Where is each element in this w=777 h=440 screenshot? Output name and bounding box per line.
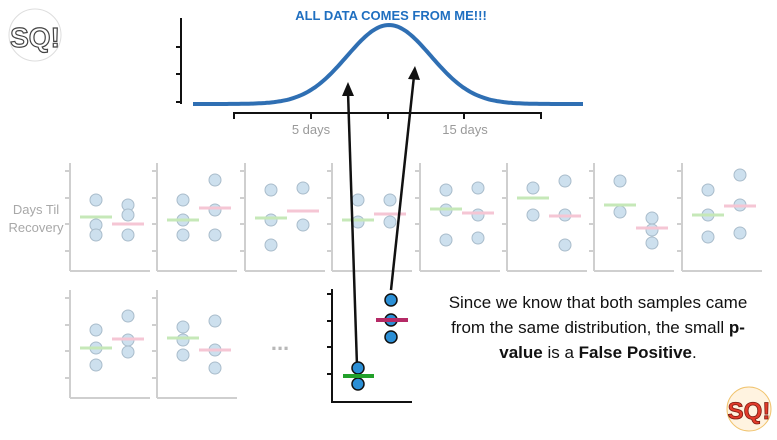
sample-b-point (384, 330, 398, 344)
faded-sample-b-point (208, 203, 222, 217)
faded-sample-a-point (526, 208, 540, 222)
faded-sample-b-point (121, 208, 135, 222)
caption: Since we know that both samples came fro… (448, 290, 748, 365)
distribution-plot: 5 days 15 days (176, 18, 583, 137)
faded-sample-b-point (383, 193, 397, 207)
faded-sample-b-point (471, 231, 485, 245)
logo-text-bottom: SQ! (728, 398, 771, 425)
faded-sample-b-point (733, 226, 747, 240)
arrowhead-right (408, 66, 420, 80)
faded-sample-a-point (439, 233, 453, 247)
faded-sample-b-point (121, 345, 135, 359)
faded-sample-b-point (383, 215, 397, 229)
faded-sample-a-point (89, 358, 103, 372)
faded-sample-b-point (645, 236, 659, 250)
caption-text-2: is a (542, 343, 579, 362)
y-axis-label-line-1: Days Til (13, 202, 59, 217)
faded-sample-a-point (176, 228, 190, 242)
x-tick-label-15-days: 15 days (442, 122, 488, 137)
faded-sample-a-point (613, 174, 627, 188)
faded-sample-b-point (208, 361, 222, 375)
faded-sample-a-point (439, 183, 453, 197)
faded-sample-b-point (733, 168, 747, 182)
arrowhead-left (342, 82, 354, 96)
caption-bold-false-positive: False Positive (578, 343, 693, 362)
faded-sample-a-point (89, 228, 103, 242)
faded-sample-a-point (176, 193, 190, 207)
highlighted-sample-panel (327, 66, 420, 403)
sample-b-point (384, 293, 398, 307)
faded-sample-a-point (351, 215, 365, 229)
faded-sample-a-point (176, 320, 190, 334)
faded-sample-a-point (351, 193, 365, 207)
logo-badge-bottom (726, 386, 772, 432)
caption-text-1: Since we know that both samples came fro… (448, 293, 748, 337)
statquest-logo-bottom: SQ! (726, 386, 772, 432)
diagram-title: ALL DATA COMES FROM ME!!! (295, 8, 487, 23)
faded-sample-a-point (264, 213, 278, 227)
arrow-line-left (346, 91, 359, 367)
y-axis-label-line-2: Recovery (9, 220, 64, 235)
faded-sample-a-point (701, 183, 715, 197)
faded-sample-b-point (471, 208, 485, 222)
faded-sample-b-point (208, 228, 222, 242)
faded-sample-a-point (176, 348, 190, 362)
logo-text-top: SQ! (10, 22, 60, 53)
faded-sample-b-point (645, 211, 659, 225)
faded-sample-b-point (471, 181, 485, 195)
faded-sample-b-point (558, 238, 572, 252)
x-tick-label-5-days: 5 days (292, 122, 331, 137)
faded-sample-b-point (208, 314, 222, 328)
arrow-line-right (389, 75, 416, 291)
faded-sample-a-point (89, 193, 103, 207)
faded-sample-a-point (613, 205, 627, 219)
sample-a-point (351, 361, 365, 375)
normal-distribution-curve (193, 22, 583, 106)
faded-sample-a-point (264, 183, 278, 197)
faded-sample-b-point (558, 174, 572, 188)
faded-sample-b-point (296, 181, 310, 195)
faded-sample-b-point (121, 309, 135, 323)
faded-sample-panels (65, 163, 762, 399)
faded-sample-a-point (701, 230, 715, 244)
faded-sample-b-point (208, 173, 222, 187)
ellipsis: ... (271, 330, 289, 355)
logo-badge-top (8, 8, 62, 62)
faded-sample-a-point (264, 238, 278, 252)
statquest-logo-top: SQ! (8, 8, 62, 62)
caption-bold-p-value: p-value (499, 318, 745, 362)
caption-text-3: . (692, 343, 697, 362)
faded-sample-b-point (645, 223, 659, 237)
faded-sample-a-point (526, 181, 540, 195)
faded-sample-b-point (296, 218, 310, 232)
faded-sample-a-point (176, 333, 190, 347)
faded-sample-a-point (89, 323, 103, 337)
faded-sample-b-point (121, 228, 135, 242)
sample-a-point (351, 377, 365, 391)
